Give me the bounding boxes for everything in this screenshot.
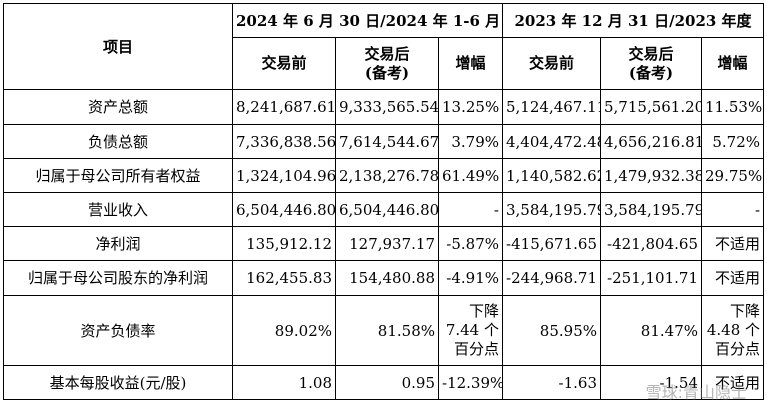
header-after-2023: 交易后 (备考) <box>600 37 702 90</box>
cell: 6,504,446.80 <box>335 192 439 227</box>
cell: -1.63 <box>502 365 601 400</box>
header-change-2023: 增幅 <box>700 37 765 90</box>
row-label: 负债总额 <box>3 124 233 159</box>
cell: 127,937.17 <box>335 226 439 261</box>
cell: 下降 7.44 个百分点 <box>438 295 503 366</box>
row-label: 净利润 <box>3 226 233 261</box>
table-row: 净利润 135,912.12 127,937.17 -5.87% -415,67… <box>3 226 765 261</box>
header-row-periods: 项目 2024 年 6 月 30 日/2024 年 1-6 月 2023 年 1… <box>3 3 765 90</box>
cell: -5.87% <box>438 226 503 261</box>
table-row: 归属于母公司所有者权益 1,324,104.96 2,138,276.78 61… <box>3 158 765 193</box>
row-label: 营业收入 <box>3 192 233 227</box>
cell: 8,241,687.61 <box>232 89 336 125</box>
cell: 81.47% <box>600 295 702 366</box>
cell: 3,584,195.79 <box>502 192 601 227</box>
header-before-2024: 交易前 <box>232 37 336 90</box>
cell: -251,101.71 <box>600 260 702 296</box>
cell: 29.75% <box>700 158 765 193</box>
cell: -1.54 <box>600 365 702 400</box>
cell: 不适用 <box>700 260 765 296</box>
cell: 3.79% <box>438 124 503 159</box>
cell: 9,333,565.54 <box>335 89 439 125</box>
table-row: 资产总额 8,241,687.61 9,333,565.54 13.25% 5,… <box>3 89 765 125</box>
financial-comparison-table: 项目 2024 年 6 月 30 日/2024 年 1-6 月 2023 年 1… <box>3 3 765 400</box>
cell: 85.95% <box>502 295 601 366</box>
cell: -244,968.71 <box>502 260 601 296</box>
row-label: 归属于母公司所有者权益 <box>3 158 233 193</box>
cell: 7,336,838.56 <box>232 124 336 159</box>
cell: - <box>700 192 765 227</box>
cell: 81.58% <box>335 295 439 366</box>
row-label: 基本每股收益(元/股) <box>3 365 233 400</box>
cell: 5,715,561.20 <box>600 89 702 125</box>
table-row: 营业收入 6,504,446.80 6,504,446.80 - 3,584,1… <box>3 192 765 227</box>
cell: -12.39% <box>438 365 503 400</box>
table-row: 资产负债率 89.02% 81.58% 下降 7.44 个百分点 85.95% … <box>3 295 765 366</box>
cell: 5.72% <box>700 124 765 159</box>
cell: 61.49% <box>438 158 503 193</box>
cell: 11.53% <box>700 89 765 125</box>
cell: 不适用 <box>700 226 765 261</box>
header-before-2023: 交易前 <box>502 37 601 90</box>
header-item: 项目 <box>3 3 233 90</box>
cell: 4,656,216.81 <box>600 124 702 159</box>
row-label: 资产负债率 <box>3 295 233 366</box>
cell: 1,479,932.38 <box>600 158 702 193</box>
cell: 89.02% <box>232 295 336 366</box>
cell: 154,480.88 <box>335 260 439 296</box>
cell: -421,804.65 <box>600 226 702 261</box>
row-label: 资产总额 <box>3 89 233 125</box>
cell: -415,671.65 <box>502 226 601 261</box>
table-row: 归属于母公司股东的净利润 162,455.83 154,480.88 -4.91… <box>3 260 765 296</box>
cell: 7,614,544.67 <box>335 124 439 159</box>
cell: 1,140,582.62 <box>502 158 601 193</box>
cell: 2,138,276.78 <box>335 158 439 193</box>
cell: -4.91% <box>438 260 503 296</box>
cell: 不适用 <box>700 365 765 400</box>
header-period-2023: 2023 年 12 月 31 日/2023 年度 <box>501 3 765 38</box>
cell: 5,124,467.11 <box>502 89 601 125</box>
cell: 135,912.12 <box>232 226 336 261</box>
header-change-2024: 增幅 <box>438 37 503 90</box>
cell: 4,404,472.48 <box>502 124 601 159</box>
header-row-columns: 交易前 交易后 (备考) 增幅 交易前 交易后 (备考) 增幅 <box>4 37 765 90</box>
cell: 1.08 <box>232 365 336 400</box>
cell: 6,504,446.80 <box>232 192 336 227</box>
cell: 13.25% <box>438 89 503 125</box>
cell: 3,584,195.79 <box>600 192 702 227</box>
table-row: 负债总额 7,336,838.56 7,614,544.67 3.79% 4,4… <box>3 124 765 159</box>
table-row: 基本每股收益(元/股) 1.08 0.95 -12.39% -1.63 -1.5… <box>3 365 765 400</box>
cell: 1,324,104.96 <box>232 158 336 193</box>
row-label: 归属于母公司股东的净利润 <box>3 260 233 296</box>
cell: 0.95 <box>335 365 439 400</box>
cell: 下降 4.48 个百分点 <box>700 295 765 366</box>
header-period-2024: 2024 年 6 月 30 日/2024 年 1-6 月 <box>232 3 503 38</box>
header-after-2024: 交易后 (备考) <box>335 37 439 90</box>
cell: 162,455.83 <box>232 260 336 296</box>
cell: - <box>438 192 503 227</box>
